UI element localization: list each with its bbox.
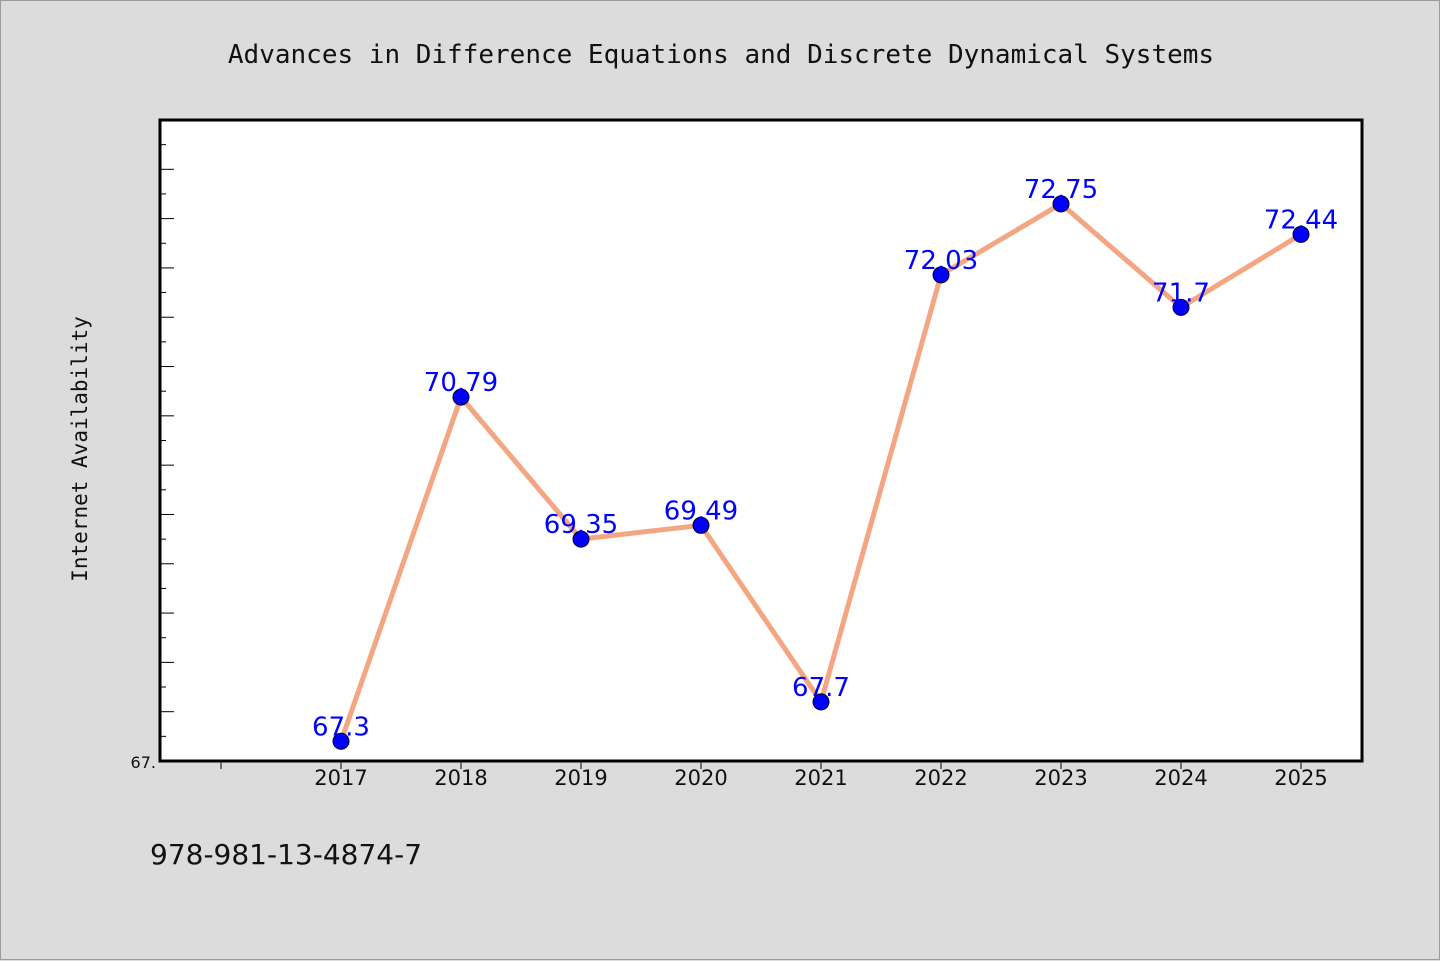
data-point-2021 — [812, 693, 830, 711]
data-point-2023 — [1052, 195, 1070, 213]
data-point-2018 — [452, 388, 470, 406]
isbn-text: 978-981-13-4874-7 — [150, 838, 422, 871]
data-labels: 67.3 70.79 69.35 69.49 67.7 72.03 72.75 71.7 72.… — [312, 175, 1338, 742]
x-axis-ticks — [220, 761, 1302, 769]
y-axis-ticks — [160, 119, 174, 762]
x-tick-labels: 2017 2018 2019 2020 2021 2022 2023 2024 2025 — [314, 766, 1327, 790]
plot-area — [158, 118, 1364, 763]
data-label-2019: 69.35 — [544, 510, 618, 540]
data-label-2017: 67.3 — [312, 712, 370, 742]
y-tick-label: 67. — [131, 753, 156, 772]
data-label-2018: 70.79 — [424, 368, 498, 398]
data-point-2019 — [572, 530, 590, 548]
chart-title: Advances in Difference Equations and Dis… — [228, 40, 1214, 70]
data-label-2021: 67.7 — [792, 673, 850, 703]
x-tick-label-2018: 2018 — [434, 766, 487, 790]
data-points — [332, 195, 1310, 750]
x-tick-label-2023: 2023 — [1034, 766, 1087, 790]
data-point-2020 — [692, 516, 710, 534]
data-label-2023: 72.75 — [1024, 175, 1098, 205]
data-label-2024: 71.7 — [1152, 278, 1210, 308]
data-point-2025 — [1292, 225, 1310, 243]
x-tick-label-2022: 2022 — [914, 766, 967, 790]
x-tick-label-2025: 2025 — [1274, 766, 1327, 790]
data-point-2024 — [1172, 298, 1190, 316]
x-tick-label-2017: 2017 — [314, 766, 367, 790]
x-tick-label-2021: 2021 — [794, 766, 847, 790]
data-label-2020: 69.49 — [664, 496, 738, 526]
data-label-2025: 72.44 — [1264, 205, 1338, 235]
data-label-2022: 72.03 — [904, 246, 978, 276]
data-point-2017 — [332, 732, 350, 750]
x-tick-label-2019: 2019 — [554, 766, 607, 790]
x-tick-label-2020: 2020 — [674, 766, 727, 790]
data-point-2022 — [932, 266, 950, 284]
x-tick-label-2024: 2024 — [1154, 766, 1207, 790]
y-axis-label: Internet Availability — [68, 316, 92, 582]
